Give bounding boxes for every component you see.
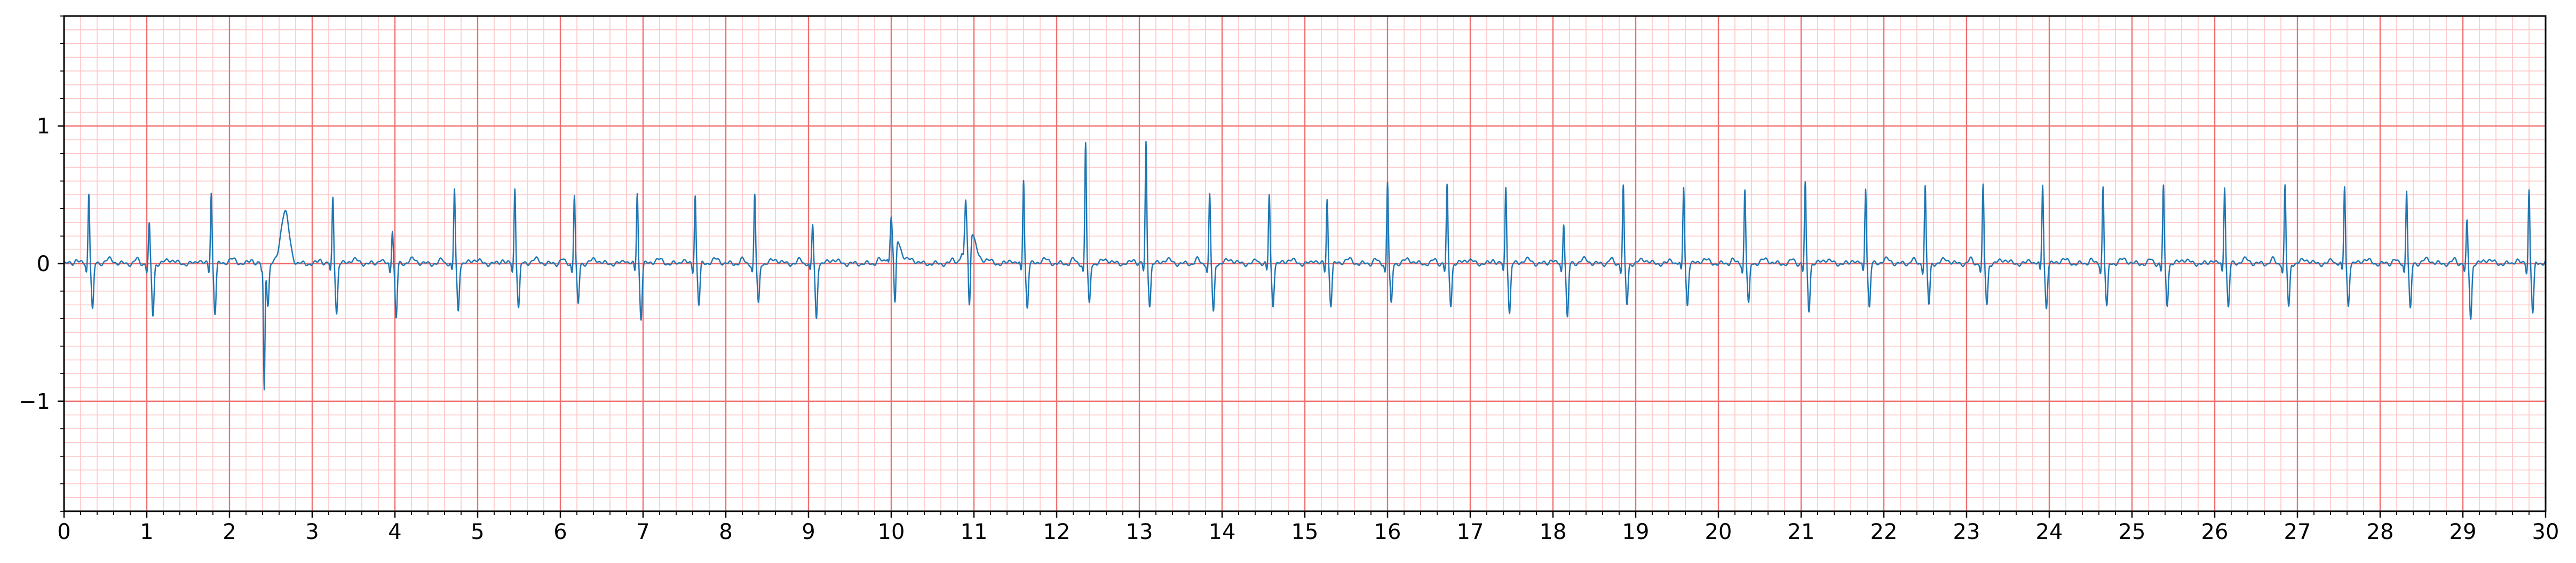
x-tick-label: 9: [802, 520, 815, 544]
x-tick-label: 8: [719, 520, 732, 544]
x-tick-label: 22: [1870, 520, 1898, 544]
x-tick-label: 17: [1457, 520, 1484, 544]
y-tick-label: −1: [19, 390, 50, 414]
x-tick-label: 24: [2036, 520, 2063, 544]
x-tick-label: 14: [1209, 520, 1236, 544]
x-tick-label: 0: [57, 520, 70, 544]
x-axis-tick-labels: 0 1 2 3 4 5 6 7 8 9 10 11 12 13 14 15 16 17 18 19 20 21 22 23 24…: [57, 520, 2559, 544]
x-tick-label: 15: [1291, 520, 1319, 544]
x-tick-label: 16: [1374, 520, 1401, 544]
x-tick-label: 2: [223, 520, 236, 544]
x-tick-label: 20: [1705, 520, 1732, 544]
x-tick-label: 1: [140, 520, 153, 544]
x-tick-label: 11: [961, 520, 988, 544]
x-tick-label: 23: [1953, 520, 1980, 544]
x-tick-label: 13: [1126, 520, 1153, 544]
x-tick-label: 29: [2450, 520, 2477, 544]
x-tick-label: 27: [2284, 520, 2311, 544]
x-tick-label: 6: [553, 520, 567, 544]
y-axis-tick-labels: 1 0 −1: [19, 114, 50, 414]
x-tick-label: 26: [2201, 520, 2229, 544]
x-tick-label: 3: [305, 520, 319, 544]
x-tick-label: 18: [1540, 520, 1567, 544]
x-tick-label: 19: [1622, 520, 1650, 544]
x-tick-label: 21: [1788, 520, 1815, 544]
x-tick-label: 7: [636, 520, 649, 544]
x-tick-label: 30: [2532, 520, 2559, 544]
ecg-trace: [64, 140, 2547, 391]
x-tick-label: 12: [1043, 520, 1071, 544]
x-tick-label: 28: [2367, 520, 2394, 544]
x-tick-label: 4: [388, 520, 401, 544]
x-tick-label: 5: [471, 520, 484, 544]
y-tick-label: 0: [37, 252, 50, 276]
x-tick-label: 10: [878, 520, 905, 544]
axis-ticks: [58, 15, 2547, 518]
x-tick-label: 25: [2119, 520, 2146, 544]
y-tick-label: 1: [37, 114, 50, 139]
